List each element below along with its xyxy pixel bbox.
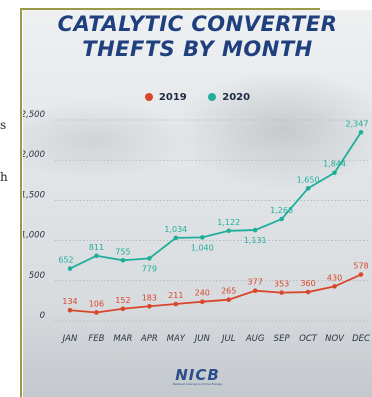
series-line-2019: [69, 273, 362, 314]
data-point-2020: [305, 186, 311, 191]
data-point-2020: [226, 228, 232, 234]
data-label-2020: 1,650: [297, 175, 320, 184]
data-point-2020: [332, 170, 337, 176]
y-tick-label: 2,500: [23, 110, 45, 120]
background-photo-shading: [23, 310, 372, 397]
x-tick-label: SEP: [274, 334, 291, 344]
data-label-2019: 360: [300, 279, 315, 288]
background-photo-shading: [23, 100, 193, 180]
data-point-2019: [305, 289, 311, 295]
x-tick-label: JUN: [193, 334, 211, 344]
x-tick-label: MAY: [167, 334, 186, 344]
data-point-2020: [147, 256, 152, 261]
logo-text: NICB: [175, 366, 220, 384]
data-point-2019: [120, 306, 126, 312]
data-label-2019: 377: [248, 278, 263, 287]
data-point-2019: [147, 303, 152, 309]
y-tick-label: 500: [29, 271, 45, 281]
chart-title-line-1: CATALYTIC CONVERTER: [57, 12, 338, 36]
data-point-2019: [358, 272, 364, 277]
frame-border-top: [20, 8, 320, 10]
data-point-2019: [252, 288, 258, 293]
data-label-2019: 106: [89, 299, 104, 308]
data-point-2020: [279, 216, 284, 222]
x-tick-label: MAR: [113, 334, 132, 344]
data-label-2019: 430: [327, 273, 342, 282]
data-label-2020: 1,844: [323, 160, 346, 169]
y-tick-label: 1,500: [23, 190, 45, 200]
x-tick-label: JUL: [220, 334, 236, 344]
data-point-2019: [199, 299, 205, 305]
data-label-2020: 652: [58, 256, 73, 265]
line-chart: 0 500 1,000 1,500 2,000 2,500 JAN FEB MAR APR MAY J…: [23, 110, 370, 344]
legend-item-2019: 2019: [144, 92, 187, 103]
legend-item-2020: 2020: [208, 92, 250, 103]
infographic: CATALYTIC CONVERTER THEFTS BY MONTH 2019…: [23, 10, 372, 397]
data-point-2019: [94, 310, 99, 315]
x-tick-label: AUG: [245, 334, 265, 344]
y-tick-label: 1,000: [23, 231, 45, 241]
legend-swatch-2020: [208, 93, 217, 101]
data-label-2020: 1,122: [217, 218, 240, 227]
data-point-2019: [226, 297, 232, 302]
page-margin: [0, 0, 20, 397]
data-label-2019: 578: [353, 262, 368, 271]
data-point-2019: [67, 307, 73, 313]
frame-border-left: [20, 8, 22, 397]
chart-legend: 2019 2020: [23, 92, 372, 104]
x-tick-label: JAN: [61, 334, 78, 344]
x-tick-label: NOV: [325, 334, 345, 344]
series-line-2020: [69, 131, 362, 270]
data-point-2019: [173, 301, 179, 307]
data-label-2019: 353: [274, 280, 289, 289]
nicb-logo: NICB National Insurance Crime Bureau: [23, 366, 372, 386]
y-tick-label: 0: [40, 311, 45, 321]
data-label-2020: 1,034: [164, 225, 187, 234]
data-label-2019: 152: [115, 296, 130, 305]
data-point-2020: [358, 130, 364, 135]
data-point-2020: [67, 266, 73, 271]
data-point-2019: [332, 284, 337, 289]
data-label-2020: 811: [89, 243, 104, 252]
data-label-2019: 240: [195, 289, 210, 298]
data-label-2020: 2,347: [346, 119, 369, 128]
data-label-2019: 265: [221, 287, 236, 296]
data-label-2020: 1,131: [244, 236, 267, 245]
side-text-fragment: h: [0, 170, 8, 184]
legend-swatch-2019: [144, 93, 153, 101]
logo-subtitle: National Insurance Crime Bureau: [172, 382, 223, 386]
y-tick-label: 2,000: [23, 150, 45, 160]
data-point-2019: [279, 290, 284, 295]
data-label-2020: 1,268: [270, 206, 293, 215]
data-point-2020: [173, 235, 179, 241]
x-tick-label: DEC: [352, 334, 370, 344]
data-point-2020: [199, 235, 205, 240]
x-tick-label: OCT: [299, 334, 318, 344]
data-point-2020: [252, 227, 258, 233]
data-label-2020: 755: [115, 247, 130, 256]
side-text-fragment: s: [0, 118, 7, 132]
data-label-2019: 183: [142, 293, 157, 302]
data-point-2020: [94, 253, 99, 259]
x-tick-label: APR: [140, 334, 158, 344]
data-point-2020: [120, 257, 126, 263]
x-tick-label: FEB: [88, 334, 104, 344]
chart-title-line-2: THEFTS BY MONTH: [82, 37, 313, 61]
data-label-2019: 211: [168, 291, 183, 300]
legend-label-2019: 2019: [158, 92, 187, 103]
data-label-2020: 779: [142, 264, 157, 273]
legend-label-2020: 2020: [222, 92, 251, 103]
data-label-2019: 134: [62, 297, 77, 306]
data-label-2020: 1,040: [191, 243, 214, 252]
background-photo-shading: [173, 70, 372, 190]
